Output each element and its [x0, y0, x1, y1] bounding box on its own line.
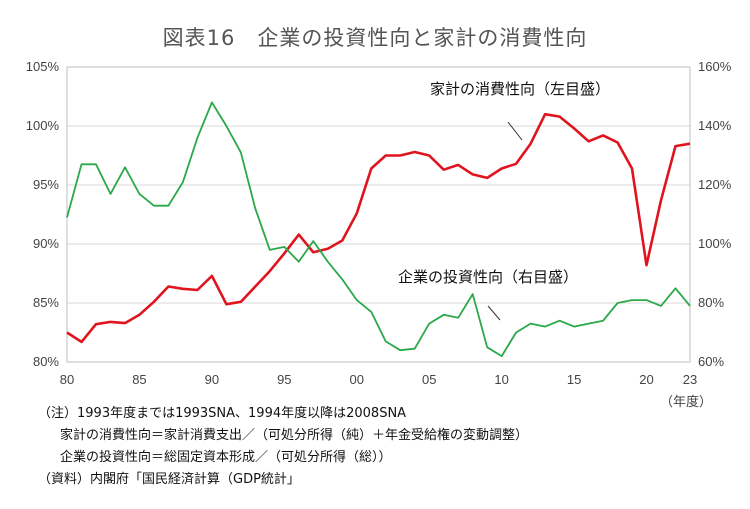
x-tick-label: 15 [567, 372, 581, 387]
left-tick-label: 90% [33, 236, 59, 251]
left-tick-label: 80% [33, 354, 59, 369]
right-tick-label: 100% [698, 236, 732, 251]
household-leader-line [507, 121, 523, 141]
x-tick-label: 90 [205, 372, 219, 387]
household-consumption-line [66, 112, 691, 344]
x-tick-label: 20 [639, 372, 653, 387]
x-tick-label: 00 [350, 372, 364, 387]
x-unit-label: （年度） [660, 394, 712, 409]
plot-area-border [66, 66, 691, 363]
x-tick-label: 95 [277, 372, 291, 387]
left-tick-label: 95% [33, 177, 59, 192]
right-tick-label: 120% [698, 177, 732, 192]
left-tick-label: 105% [26, 59, 60, 74]
corporate-leader-line [487, 305, 501, 321]
chart-title: 図表16 企業の投資性向と家計の消費性向 [162, 26, 588, 50]
x-tick-label: 85 [132, 372, 146, 387]
x-tick-label: 80 [60, 372, 74, 387]
right-tick-label: 160% [698, 59, 732, 74]
series-lines [66, 101, 691, 358]
x-tick-label: 10 [494, 372, 508, 387]
note-consumption-definition: 家計の消費性向＝家計消費支出／（可処分所得（純）＋年金受給権の変動調整） [60, 428, 529, 443]
note-sna: （注）1993年度までは1993SNA、1994年度以降は2008SNA [38, 406, 407, 421]
right-tick-label: 140% [698, 118, 732, 133]
corporate-investment-line [66, 101, 691, 358]
left-tick-label: 100% [26, 118, 60, 133]
left-tick-label: 85% [33, 295, 59, 310]
right-tick-label: 80% [698, 295, 724, 310]
gridlines [67, 125, 690, 304]
x-axis-ticks: 80 85 90 95 00 05 10 15 20 23 [60, 372, 697, 387]
right-axis-ticks: 60% 80% 100% 120% 140% 160% [698, 59, 732, 369]
series-label-household: 家計の消費性向（左目盛） [430, 80, 610, 98]
x-tick-label: 05 [422, 372, 436, 387]
left-axis-ticks: 80% 85% 90% 95% 100% 105% [26, 59, 60, 369]
right-tick-label: 60% [698, 354, 724, 369]
note-source: （資料）内閣府「国民経済計算（GDP統計」 [38, 472, 300, 487]
x-tick-label: 23 [683, 372, 697, 387]
note-investment-definition: 企業の投資性向＝総固定資本形成／（可処分所得（総）） [60, 450, 392, 465]
series-label-corporate: 企業の投資性向（右目盛） [398, 268, 578, 286]
